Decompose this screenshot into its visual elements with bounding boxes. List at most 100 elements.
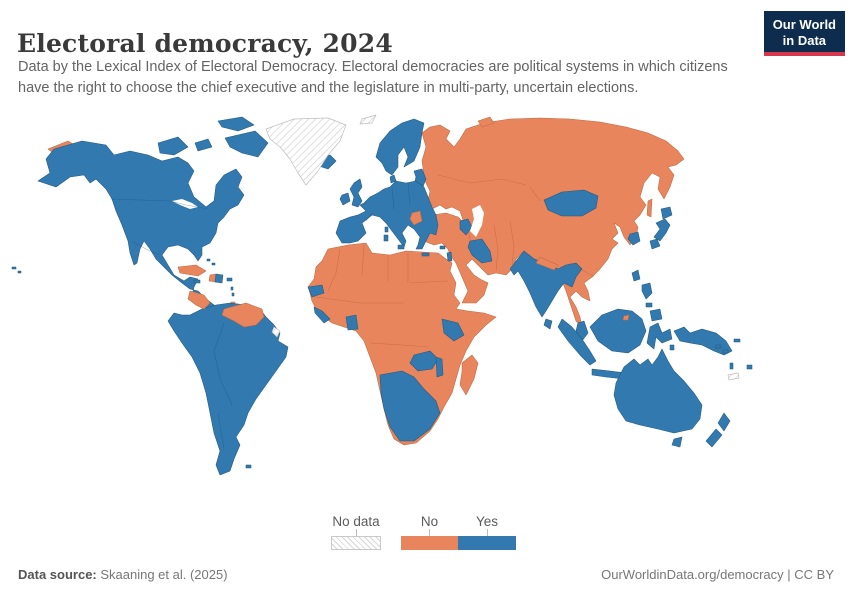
region-solomons-1[interactable] — [715, 344, 722, 349]
country-borders — [109, 174, 595, 450]
legend-swatch-yes[interactable] — [458, 536, 516, 550]
region-fiji[interactable] — [746, 364, 753, 370]
region-corsica[interactable] — [384, 226, 389, 233]
region-india[interactable] — [509, 250, 583, 318]
choropleth-svg[interactable] — [10, 113, 840, 513]
region-ellesmere[interactable] — [217, 116, 255, 132]
region-vanuatu[interactable] — [729, 362, 734, 370]
no-regions-base[interactable] — [47, 116, 685, 446]
region-new-britain[interactable] — [733, 338, 741, 343]
region-great-britain[interactable] — [349, 178, 363, 208]
credit-line[interactable]: OurWorldinData.org/democracy | CC BY — [601, 567, 834, 582]
region-scandinavia[interactable] — [375, 118, 425, 176]
region-jamaica[interactable] — [193, 279, 201, 284]
region-mongolia[interactable] — [543, 189, 599, 217]
legend-tick-no-data — [356, 529, 357, 536]
region-kenya[interactable] — [441, 318, 465, 342]
region-north-america[interactable] — [37, 140, 245, 312]
region-taiwan[interactable] — [631, 269, 641, 282]
region-sierra-leone-liberia[interactable] — [313, 306, 331, 324]
region-novaya-zemlya[interactable] — [477, 116, 495, 128]
legend-swatch-no[interactable] — [401, 536, 458, 550]
region-europe-mainland[interactable] — [335, 180, 439, 250]
region-moluccas[interactable] — [669, 344, 675, 351]
region-bahamas-1[interactable] — [206, 258, 211, 262]
region-puerto-rico[interactable] — [226, 277, 233, 282]
owid-logo[interactable]: Our World in Data — [763, 11, 845, 57]
region-bahamas-2[interactable] — [211, 262, 216, 266]
region-sardinia[interactable] — [383, 234, 389, 242]
legend-label-no-data[interactable]: No data — [332, 514, 380, 529]
region-crete[interactable] — [421, 252, 430, 257]
region-zambia[interactable] — [409, 350, 439, 372]
region-senegal[interactable] — [307, 284, 325, 298]
region-nz-south[interactable] — [705, 428, 723, 448]
region-solomons-2[interactable] — [722, 349, 729, 354]
owid-logo-line1: Our World — [772, 17, 836, 32]
region-madagascar[interactable] — [459, 354, 479, 396]
region-nepal[interactable] — [535, 256, 559, 271]
data-source: Data source: Skaaning et al. (2025) — [18, 567, 228, 582]
region-eurasia[interactable] — [419, 117, 685, 328]
region-french-guiana[interactable] — [271, 326, 281, 338]
caspian-sea — [470, 205, 484, 237]
region-nz-north[interactable] — [717, 412, 731, 432]
region-south-korea[interactable] — [627, 231, 641, 246]
region-dominican-republic[interactable] — [214, 273, 224, 284]
region-sulawesi[interactable] — [646, 322, 673, 350]
region-south-america[interactable] — [167, 302, 289, 476]
region-iraq[interactable] — [467, 238, 493, 264]
legend-swatch-no-data[interactable] — [331, 536, 381, 550]
region-luzon[interactable] — [641, 282, 653, 300]
region-falklands[interactable] — [245, 464, 252, 469]
region-hokkaido[interactable] — [660, 206, 673, 220]
region-mindanao[interactable] — [649, 308, 663, 322]
region-tasmania[interactable] — [671, 436, 683, 448]
no-regions-overlay[interactable] — [187, 210, 630, 328]
water-holes — [172, 199, 484, 237]
owid-logo-line2: in Data — [782, 32, 827, 48]
region-victoria-island[interactable] — [194, 138, 213, 152]
region-sumatra[interactable] — [557, 318, 597, 366]
data-source-label: Data source: — [18, 567, 97, 582]
region-honduras-nicaragua[interactable] — [187, 290, 211, 310]
region-sri-lanka[interactable] — [543, 318, 553, 330]
region-africa[interactable] — [307, 242, 497, 446]
legend-label-no[interactable]: No — [420, 514, 439, 529]
region-svalbard[interactable] — [359, 114, 377, 125]
region-hawaii-1[interactable] — [11, 266, 17, 270]
region-greenland[interactable] — [265, 117, 347, 186]
no-data-regions[interactable] — [265, 114, 740, 381]
legend-tick-yes — [487, 529, 488, 536]
world-map[interactable] — [10, 113, 840, 513]
region-sicily[interactable] — [397, 244, 405, 250]
region-visayas[interactable] — [645, 302, 653, 308]
data-source-value[interactable]: Skaaning et al. (2025) — [96, 567, 228, 582]
region-honshu[interactable] — [653, 218, 671, 242]
region-arctic-islands[interactable] — [157, 136, 189, 156]
region-israel[interactable] — [446, 251, 453, 262]
region-antilles-1[interactable] — [230, 286, 234, 291]
region-baffin[interactable] — [224, 130, 269, 158]
region-hawaii-2[interactable] — [17, 270, 22, 274]
region-cyprus[interactable] — [439, 245, 446, 250]
yes-regions[interactable] — [11, 116, 753, 476]
region-ghana[interactable] — [345, 314, 359, 331]
region-australia[interactable] — [613, 348, 703, 434]
legend-label-yes[interactable]: Yes — [475, 514, 499, 529]
chart-subtitle: Data by the Lexical Index of Electoral D… — [18, 59, 728, 96]
region-southern-africa[interactable] — [379, 370, 441, 442]
region-georgia-armenia[interactable] — [459, 218, 473, 236]
region-cuba[interactable] — [177, 264, 207, 277]
region-serbia[interactable] — [409, 210, 423, 226]
region-sakhalin[interactable] — [646, 198, 653, 218]
region-borneo[interactable] — [589, 308, 647, 354]
region-ireland[interactable] — [339, 192, 351, 206]
region-kyushu[interactable] — [649, 238, 661, 250]
region-new-caledonia[interactable] — [727, 372, 740, 381]
region-antilles-2[interactable] — [231, 292, 235, 297]
region-venezuela[interactable] — [221, 302, 265, 328]
region-brunei[interactable] — [622, 314, 630, 321]
region-malawi[interactable] — [435, 356, 444, 378]
